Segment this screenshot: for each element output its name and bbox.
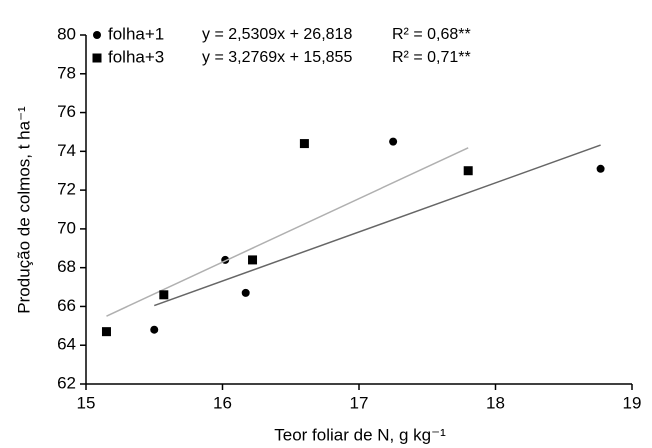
x-axis-label: Teor foliar de N, g kg⁻¹ bbox=[274, 425, 446, 444]
x-tick-label: 18 bbox=[486, 393, 505, 412]
x-tick-label: 17 bbox=[350, 393, 369, 412]
y-tick-label: 80 bbox=[57, 24, 76, 43]
x-tick-label: 16 bbox=[213, 393, 232, 412]
trendline bbox=[153, 144, 601, 307]
legend-marker bbox=[92, 53, 102, 63]
point bbox=[159, 290, 169, 300]
y-tick-label: 74 bbox=[57, 141, 76, 160]
y-tick-label: 68 bbox=[57, 257, 76, 276]
point bbox=[389, 137, 398, 146]
legend-label: folha+1 bbox=[108, 24, 164, 43]
point bbox=[241, 288, 250, 297]
point bbox=[150, 325, 159, 334]
legend-marker bbox=[93, 31, 101, 39]
legend-equation: y = 3,2769x + 15,855 bbox=[202, 49, 352, 66]
x-tick-label: 19 bbox=[623, 393, 642, 412]
trendline bbox=[106, 147, 469, 317]
point bbox=[463, 166, 473, 176]
y-tick-label: 64 bbox=[57, 335, 76, 354]
y-tick-label: 70 bbox=[57, 218, 76, 237]
point bbox=[248, 255, 258, 265]
y-tick-label: 62 bbox=[57, 373, 76, 392]
y-tick-label: 66 bbox=[57, 296, 76, 315]
x-tick-label: 15 bbox=[77, 393, 96, 412]
legend-equation: y = 2,5309x + 26,818 bbox=[202, 26, 352, 43]
point bbox=[596, 164, 605, 173]
y-tick-label: 76 bbox=[57, 102, 76, 121]
y-tick-label: 72 bbox=[57, 180, 76, 199]
legend-r2: R² = 0,71** bbox=[392, 49, 471, 66]
y-axis-label: Produção de colmos, t ha⁻¹ bbox=[14, 106, 33, 314]
legend-label: folha+3 bbox=[108, 47, 164, 66]
y-tick-label: 78 bbox=[57, 63, 76, 82]
point bbox=[299, 139, 309, 149]
point bbox=[101, 327, 111, 337]
legend-r2: R² = 0,68** bbox=[392, 26, 471, 43]
